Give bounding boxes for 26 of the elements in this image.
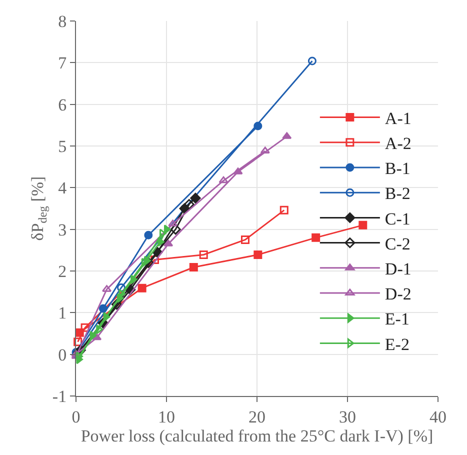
x-tick-label: 20 bbox=[248, 407, 266, 426]
legend-label: E-1 bbox=[384, 310, 410, 329]
legend-label: C-2 bbox=[384, 234, 410, 254]
y-tick-label: 6 bbox=[58, 95, 67, 114]
y-tick-label: -1 bbox=[52, 386, 67, 406]
y-tick-label: 8 bbox=[58, 12, 67, 31]
x-tick-label: 30 bbox=[339, 407, 356, 426]
legend-label: B-1 bbox=[384, 159, 410, 178]
x-axis-title: Power loss (calculated from the 25°C dark I-V) [%] bbox=[80, 426, 434, 446]
legend-label: D-2 bbox=[384, 284, 412, 304]
x-tick-label: 10 bbox=[158, 407, 175, 426]
legend-label: E-2 bbox=[384, 334, 410, 354]
x-tick-label: 0 bbox=[72, 407, 80, 426]
y-tick-label: 1 bbox=[58, 304, 67, 323]
legend-label: A-2 bbox=[384, 134, 412, 154]
y-tick-label: 4 bbox=[58, 178, 68, 198]
legend-label: A-1 bbox=[384, 108, 412, 128]
x-tick-label: 40 bbox=[430, 407, 446, 426]
y-tick-label: 2 bbox=[58, 262, 67, 281]
legend-label: C-1 bbox=[384, 209, 410, 228]
legend-label: D-1 bbox=[384, 260, 412, 279]
y-tick-label: 0 bbox=[58, 345, 67, 364]
y-tick-label: 5 bbox=[58, 136, 67, 156]
y-tick-label: 3 bbox=[58, 220, 67, 240]
y-tick-label: 7 bbox=[58, 54, 68, 73]
legend-label: B-2 bbox=[384, 184, 410, 204]
